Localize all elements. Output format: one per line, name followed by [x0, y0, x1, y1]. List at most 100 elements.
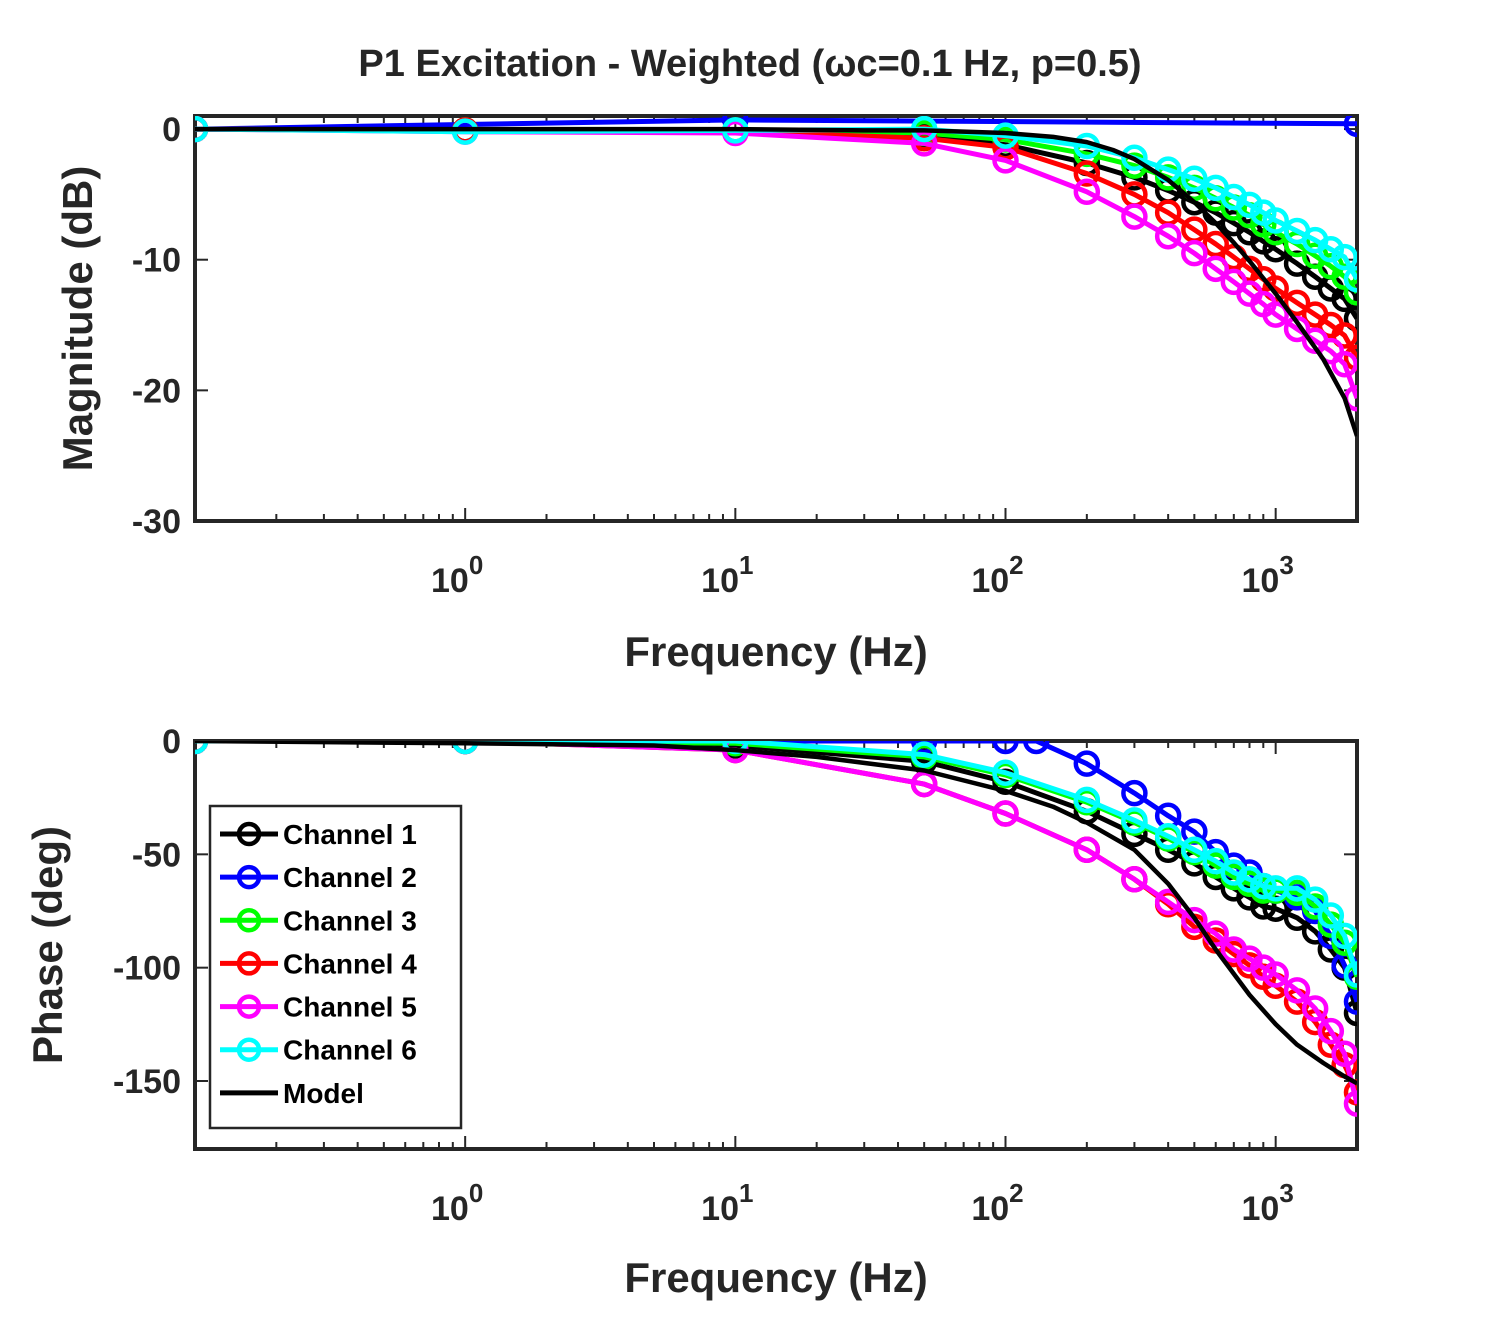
marker-channel-2	[910, 741, 938, 755]
marker-channel-5	[1301, 995, 1329, 1022]
phase-y-axis-label: Phase (deg)	[24, 826, 71, 1064]
marker-channel-5	[1073, 178, 1101, 206]
legend-marker-channel-2	[236, 864, 262, 890]
marker-channel-6	[1073, 786, 1101, 814]
marker-channel-6	[1331, 243, 1357, 271]
magnitude-y-tick-label: 0	[162, 111, 181, 149]
marker-channel-5	[1121, 866, 1148, 893]
marker-channel-6	[910, 741, 938, 768]
marker-channel-3	[1154, 164, 1182, 191]
legend-label-channel-4: Channel 4	[283, 948, 417, 979]
legend-label-model: Model	[283, 1078, 364, 1109]
series-line-channel-6	[195, 741, 1357, 976]
legend-marker-channel-6	[236, 1037, 262, 1062]
marker-channel-4	[1343, 344, 1357, 371]
marker-channel-5	[1154, 888, 1182, 916]
magnitude-y-axis-label: Magnitude (dB)	[54, 166, 101, 472]
figure-title: P1 Excitation - Weighted (ωc=0.1 Hz, p=0…	[358, 43, 1141, 85]
marker-channel-6	[1343, 266, 1357, 293]
marker-channel-6	[1236, 866, 1263, 893]
legend-label-channel-3: Channel 3	[283, 905, 417, 936]
magnitude-plot-area	[193, 114, 1359, 523]
marker-channel-2	[1343, 116, 1357, 138]
legend-label-channel-1: Channel 1	[283, 819, 417, 850]
phase-y-tick-label: -50	[132, 836, 181, 874]
marker-channel-6	[1236, 191, 1263, 219]
marker-channel-5	[910, 770, 938, 798]
legend-item-channel-4: Channel 4	[220, 948, 417, 979]
marker-channel-4	[1073, 160, 1101, 187]
legend-label-channel-6: Channel 6	[283, 1035, 417, 1066]
marker-channel-5	[1331, 350, 1357, 378]
legend-item-channel-6: Channel 6	[220, 1035, 417, 1066]
legend-box	[208, 804, 463, 1130]
marker-channel-6	[1220, 859, 1248, 886]
marker-channel-5	[1181, 906, 1208, 934]
marker-channel-6	[1250, 872, 1277, 900]
marker-channel-6	[1343, 961, 1357, 988]
marker-channel-5	[992, 800, 1019, 827]
marker-channel-6	[1181, 836, 1208, 864]
legend-item-channel-5: Channel 5	[220, 992, 417, 1023]
series-line-channel-5	[195, 126, 1357, 400]
legend-item-channel-1: Channel 1	[220, 819, 417, 850]
phase-y-tick-label: 0	[162, 723, 181, 761]
phase-series-group	[195, 741, 1357, 1117]
marker-channel-5	[1331, 1040, 1357, 1068]
marker-channel-4	[1331, 322, 1357, 349]
marker-channel-6	[1317, 902, 1345, 929]
legend: Channel 1 Channel 2 Channel 3 Channel 4 Chan…	[208, 804, 463, 1130]
marker-channel-5	[1283, 977, 1311, 1004]
legend-item-channel-3: Channel 3	[220, 905, 417, 936]
magnitude-series-group	[195, 116, 1357, 437]
marker-channel-2	[1073, 750, 1101, 777]
marker-channel-4	[1343, 1079, 1357, 1106]
series-model	[195, 126, 1357, 437]
marker-channel-5	[1121, 203, 1148, 230]
marker-channel-6	[1121, 807, 1148, 834]
marker-channel-4	[1283, 289, 1311, 317]
phase-y-tick-label: -100	[113, 950, 181, 988]
marker-channel-6	[451, 741, 479, 755]
phase-x-tick-label: 103	[1242, 1178, 1294, 1228]
phase-y-tick-label: -150	[113, 1063, 181, 1101]
marker-channel-2	[1023, 741, 1050, 755]
marker-channel-5	[1262, 961, 1289, 988]
series-line-model	[195, 741, 1357, 1086]
magnitude-y-tick-label: -30	[132, 503, 181, 541]
marker-channel-5	[1283, 315, 1311, 343]
marker-channel-6	[1317, 236, 1345, 263]
marker-channel-6	[1262, 207, 1289, 234]
marker-channel-2	[992, 741, 1019, 755]
marker-channel-6	[992, 759, 1019, 786]
marker-channel-6	[1154, 822, 1182, 850]
series-line-model	[195, 126, 1357, 437]
marker-channel-5	[1181, 239, 1208, 267]
marker-channel-1	[1343, 305, 1357, 332]
legend-item-channel-2: Channel 2	[220, 862, 417, 893]
magnitude-x-tick-label: 102	[971, 550, 1023, 600]
series-line-channel-1	[195, 126, 1357, 320]
series-line-channel-5	[195, 741, 1357, 1105]
magnitude-y-tick-label: -10	[132, 242, 181, 280]
marker-channel-4	[1202, 230, 1229, 258]
marker-channel-5	[1343, 1090, 1357, 1117]
magnitude-axes: 100 101 102 103 0 -10 -20 -30 Frequency (Hz) Magn…	[54, 111, 1359, 675]
legend-marker-channel-3	[236, 908, 262, 933]
legend-item-model: Model	[220, 1078, 364, 1109]
phase-x-axis-label: Frequency (Hz)	[624, 1254, 927, 1301]
legend-marker-channel-1	[236, 821, 262, 847]
marker-channel-2	[1121, 779, 1148, 807]
legend-label-channel-5: Channel 5	[283, 992, 417, 1023]
marker-channel-1	[1343, 999, 1357, 1027]
marker-channel-6	[1202, 847, 1229, 875]
marker-channel-6	[1121, 144, 1148, 172]
marker-channel-3	[1343, 279, 1357, 306]
legend-marker-channel-4	[236, 951, 262, 976]
legend-label-channel-2: Channel 2	[283, 862, 417, 893]
magnitude-x-tick-label: 100	[431, 550, 483, 600]
series-channel-6	[195, 741, 1357, 988]
magnitude-x-tick-label: 101	[701, 550, 753, 600]
marker-channel-6	[1181, 165, 1208, 192]
marker-channel-5	[1317, 1017, 1345, 1045]
